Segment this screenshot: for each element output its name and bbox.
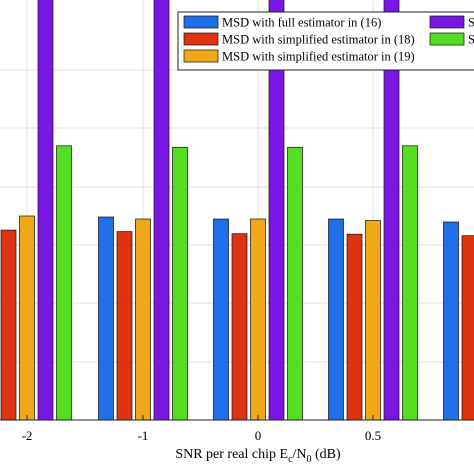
bar-series3--2 [19,215,35,421]
bar-series5--2 [56,145,72,421]
bar-series5--1 [172,146,188,421]
bar-series3-0 [250,218,266,421]
bar-series5-0 [287,146,303,421]
x-tick-label: -2 [22,428,33,443]
x-tick-label: 0 [255,428,262,443]
bar-series2--2 [0,229,17,421]
legend-label: MSD with full estimator in (16) [222,16,381,30]
x-tick-label: 0.5 [365,428,381,443]
axes [0,415,474,421]
bar-series1-cat5 [443,221,459,421]
bar-series5-0.5 [402,145,418,421]
bar-series2-0.5 [346,233,363,421]
x-tick-label: -1 [138,428,149,443]
bar-series1--1 [98,216,114,421]
legend-label: SI [468,16,474,30]
legend-box [177,11,474,71]
legend: MSD with full estimator in (16) MSD with … [177,11,474,71]
bar-series4--1 [153,0,170,421]
bar-series1-0 [213,218,229,421]
x-axis-label: SNR per real chip Ec/N0 (dB) [175,447,341,465]
bar-series2--1 [116,231,133,421]
legend-label: MSD with simplified estimator in (18) [222,33,415,47]
legend-swatch [183,32,219,46]
legend-swatch [183,49,219,63]
bar-series3-0.5 [365,220,381,421]
legend-swatch [429,32,465,46]
legend-label: SI [468,33,474,47]
x-tick-labels: -2 -1 0 0.5 [22,428,382,443]
bar-series4--2 [37,0,54,421]
legend-swatch [183,15,219,29]
bar-series3--1 [135,218,151,421]
bar-series2-0 [231,233,248,421]
bars [0,0,474,421]
bar-series1-0.5 [328,218,344,421]
legend-swatch [429,15,465,29]
bar-series2-cat5 [461,235,474,421]
legend-label: MSD with simplified estimator in (19) [222,50,415,64]
